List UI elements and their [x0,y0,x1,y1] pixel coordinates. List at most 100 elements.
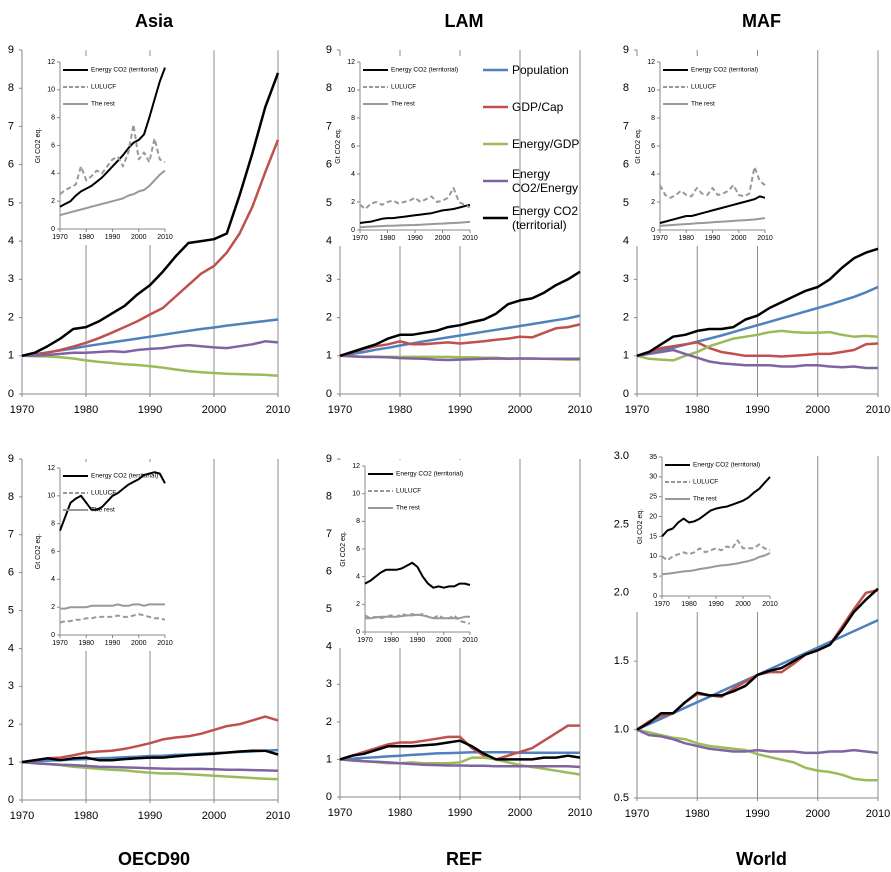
series-line [59,471,166,531]
series-line [59,613,166,624]
y-tick-label: 6 [326,159,332,171]
series-line [659,195,766,224]
y-tick-label: 10 [47,493,55,500]
x-tick-label: 1980 [685,808,709,820]
series-line [21,139,280,358]
y-tick-label: 1 [8,756,14,768]
y-axis-label: Gt CO2 eq. [637,509,644,544]
series-line [339,354,580,362]
series-line [661,539,771,562]
y-tick-label: 6 [8,567,14,579]
y-tick-label: 3 [326,273,332,285]
inset-background [634,451,776,612]
x-tick-label: 1980 [78,640,94,647]
x-tick-label: 2010 [157,640,173,647]
y-tick-label: 3 [623,273,629,285]
series-line [636,587,879,731]
y-tick-label: 1.5 [614,655,629,667]
y-tick-label: 4 [651,171,655,178]
y-tick-label: 4 [326,641,332,653]
x-tick-label: 1980 [685,404,709,416]
x-tick-label: 2000 [731,235,747,242]
chart-title: World [736,849,787,869]
x-tick-label: 1980 [380,235,396,242]
y-tick-label: 2 [356,601,360,608]
inset-background [337,460,476,648]
y-tick-label: 1 [326,753,332,765]
y-tick-label: 5 [653,573,657,580]
x-tick-label: 1970 [352,235,368,242]
x-tick-label: 1990 [138,810,162,822]
series-line [659,217,766,227]
series-line [636,341,879,358]
x-tick-label: 1990 [105,640,121,647]
x-tick-label: 2000 [735,601,751,608]
y-tick-label: 3.0 [614,450,629,462]
y-tick-label: 9 [326,453,332,465]
y-tick-label: 12 [347,59,355,66]
x-tick-label: 1990 [138,404,162,416]
x-tick-label: 1980 [74,810,98,822]
y-axis-label: Gt CO2 eq. [35,534,42,569]
y-tick-label: 25 [649,494,657,501]
series-line [339,270,581,357]
x-tick-label: 1990 [448,404,472,416]
y-tick-label: 2 [623,311,629,323]
y-tick-label: 1 [623,350,629,362]
x-tick-label: 2000 [508,807,532,819]
series-line [636,247,879,357]
chart-title: REF [446,849,482,869]
x-tick-label: 1970 [10,810,34,822]
series-line [21,715,279,764]
x-tick-label: 2010 [157,234,173,241]
x-tick-label: 1980 [388,404,412,416]
series-line [339,724,580,761]
y-tick-label: 1 [326,350,332,362]
series-line [59,67,166,208]
x-tick-label: 1980 [74,404,98,416]
x-tick-label: 2000 [806,404,830,416]
x-tick-label: 1970 [10,404,34,416]
y-tick-label: 9 [326,44,332,56]
y-tick-label: 12 [47,59,55,66]
x-tick-label: 2000 [131,234,147,241]
y-tick-label: 5 [326,197,332,209]
y-tick-label: 8 [8,82,14,94]
y-tick-label: 5 [623,197,629,209]
series-line [359,187,471,210]
x-tick-label: 2000 [202,810,226,822]
y-tick-label: 2 [8,718,14,730]
y-tick-label: 8 [356,518,360,525]
series-line [59,169,166,217]
series-line [59,123,166,195]
inset-background [32,462,171,651]
x-tick-label: 2000 [131,640,147,647]
y-tick-label: 12 [647,59,655,66]
y-tick-label: 10 [47,87,55,94]
x-tick-label: 2010 [462,637,478,644]
legend-label: LULUCF [396,488,421,495]
y-tick-label: 8 [651,115,655,122]
y-tick-label: 1 [8,350,14,362]
x-tick-label: 1970 [652,235,668,242]
x-tick-label: 1990 [745,404,769,416]
y-tick-label: 6 [51,142,55,149]
legend-label: Energy CO2/Energy [512,167,579,195]
y-axis-label: Gt CO2 eq. [635,128,642,163]
y-tick-label: 8 [351,115,355,122]
chart-title: OECD90 [118,849,190,869]
y-tick-label: 6 [8,159,14,171]
y-tick-label: 2.0 [614,587,629,599]
legend-label: Energy CO2 (territorial) [396,471,463,478]
y-tick-label: 2.5 [614,518,629,530]
x-tick-label: 2010 [866,808,890,820]
y-tick-label: 12 [352,463,360,470]
y-tick-label: 8 [51,521,55,528]
series-line [661,552,771,576]
y-tick-label: 10 [352,491,360,498]
legend-label: LULUCF [693,479,718,486]
y-tick-label: 35 [649,454,657,461]
series-line [339,751,580,761]
y-tick-label: 2 [651,199,655,206]
x-tick-label: 1980 [678,235,694,242]
